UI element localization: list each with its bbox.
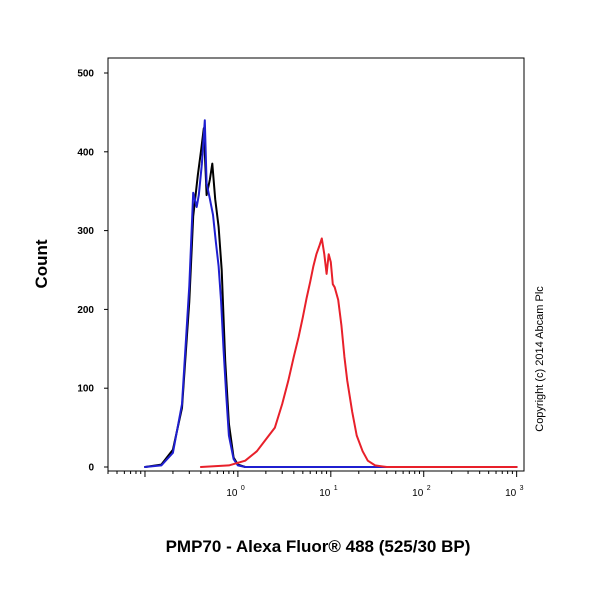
- x-tick-exponent: 3: [520, 485, 524, 492]
- y-axis: 0 100 200 300 400 500: [77, 69, 108, 474]
- plot-frame: [107, 57, 525, 472]
- y-tick-label: 200: [77, 305, 94, 316]
- x-tick-exponent: 0: [241, 485, 245, 492]
- y-axis-title: Count: [32, 239, 51, 288]
- x-tick-label: 10: [505, 488, 517, 499]
- copyright-annotation: Copyright (c) 2014 Abcam Plc: [534, 286, 546, 432]
- series-line-2: [144, 119, 518, 468]
- y-tick-label: 400: [77, 147, 94, 158]
- x-axis-title: PMP70 - Alexa Fluor® 488 (525/30 BP): [166, 537, 471, 556]
- y-tick-label: 500: [77, 69, 94, 80]
- x-axis: 10 0 10 1 10 2 10 3: [107, 471, 524, 499]
- y-tick-label: 100: [77, 384, 94, 395]
- x-tick-exponent: 1: [334, 485, 338, 492]
- x-tick-label: 10: [319, 488, 331, 499]
- x-tick-exponent: 2: [427, 485, 431, 492]
- series-line-3: [199, 237, 518, 468]
- y-tick-label: 0: [88, 463, 94, 474]
- y-tick-label: 300: [77, 226, 94, 237]
- x-tick-label: 10: [412, 488, 424, 499]
- series-group: [144, 119, 518, 468]
- x-tick-label: 10: [226, 488, 238, 499]
